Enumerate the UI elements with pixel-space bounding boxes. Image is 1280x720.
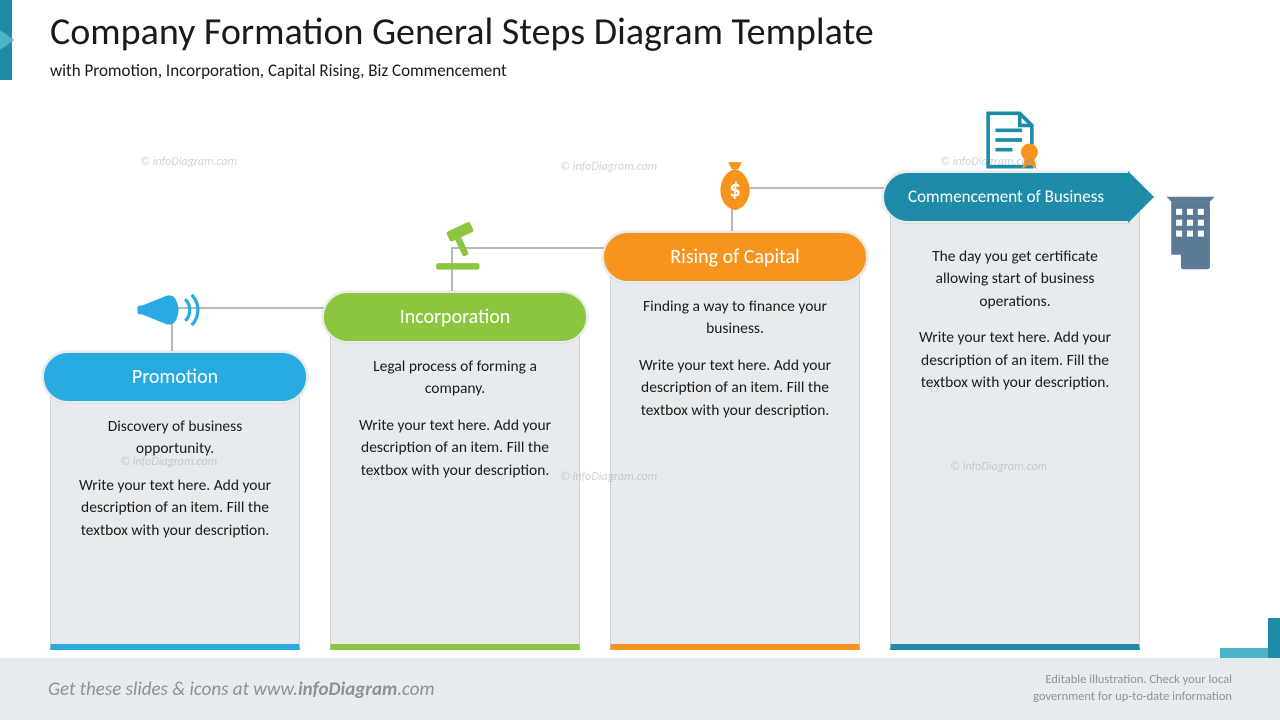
step-pill: Incorporation <box>322 291 588 343</box>
page-subtitle: with Promotion, Incorporation, Capital R… <box>50 60 1240 81</box>
step-incorporation: Legal process of forming a company. Writ… <box>330 315 580 650</box>
step-desc: Write your text here. Add your descripti… <box>629 355 841 422</box>
step-desc: Write your text here. Add your descripti… <box>909 327 1121 394</box>
header-accent-notch <box>0 30 14 50</box>
step-lead: Legal process of forming a company. <box>349 356 561 401</box>
step-promotion: Discovery of business opportunity. Write… <box>50 375 300 650</box>
page-title: Company Formation General Steps Diagram … <box>50 12 1240 54</box>
header: Company Formation General Steps Diagram … <box>50 12 1240 81</box>
svg-text:$: $ <box>729 175 741 203</box>
step-lead: The day you get certificate allowing sta… <box>909 246 1121 313</box>
step-pill: Promotion <box>42 351 308 403</box>
step-body: Finding a way to finance your business. … <box>610 255 860 650</box>
footer-credit: Get these slides & icons at www.infoDiag… <box>48 678 435 701</box>
footer-text: .com <box>397 678 434 701</box>
footer-bold: infoDiagram <box>298 678 397 701</box>
step-label: Incorporation <box>400 306 511 328</box>
step-pill-arrow: Commencement of Business <box>882 171 1130 223</box>
step-body: Discovery of business opportunity. Write… <box>50 375 300 650</box>
step-label: Commencement of Business <box>908 188 1104 207</box>
step-label: Rising of Capital <box>670 246 799 268</box>
step-commencement: The day you get certificate allowing sta… <box>890 195 1140 650</box>
certificate-icon <box>970 105 1050 175</box>
corner-accent-dark <box>1268 618 1280 658</box>
step-capital: Finding a way to finance your business. … <box>610 255 860 650</box>
corner-accent-light <box>1220 648 1268 658</box>
step-lead: Discovery of business opportunity. <box>69 416 281 461</box>
footer: Get these slides & icons at www.infoDiag… <box>0 658 1280 720</box>
step-desc: Write your text here. Add your descripti… <box>349 415 561 482</box>
step-lead: Finding a way to finance your business. <box>629 296 841 341</box>
footer-text: Get these slides & icons at www. <box>48 678 298 701</box>
building-briefcase-icon <box>1158 188 1228 278</box>
step-pill: Rising of Capital <box>602 231 868 283</box>
footer-line: government for up-to-date information <box>1033 689 1232 706</box>
step-desc: Write your text here. Add your descripti… <box>69 475 281 542</box>
diagram-stage: $ Discovery of business opportunity. Wri… <box>50 140 1230 660</box>
step-body: The day you get certificate allowing sta… <box>890 195 1140 650</box>
step-body: Legal process of forming a company. Writ… <box>330 315 580 650</box>
step-label: Promotion <box>132 366 218 388</box>
footer-disclaimer: Editable illustration. Check your local … <box>1033 672 1232 706</box>
moneybag-icon: $ <box>700 150 770 220</box>
megaphone-icon <box>130 280 210 340</box>
footer-line: Editable illustration. Check your local <box>1033 672 1232 689</box>
gavel-icon <box>420 218 500 278</box>
